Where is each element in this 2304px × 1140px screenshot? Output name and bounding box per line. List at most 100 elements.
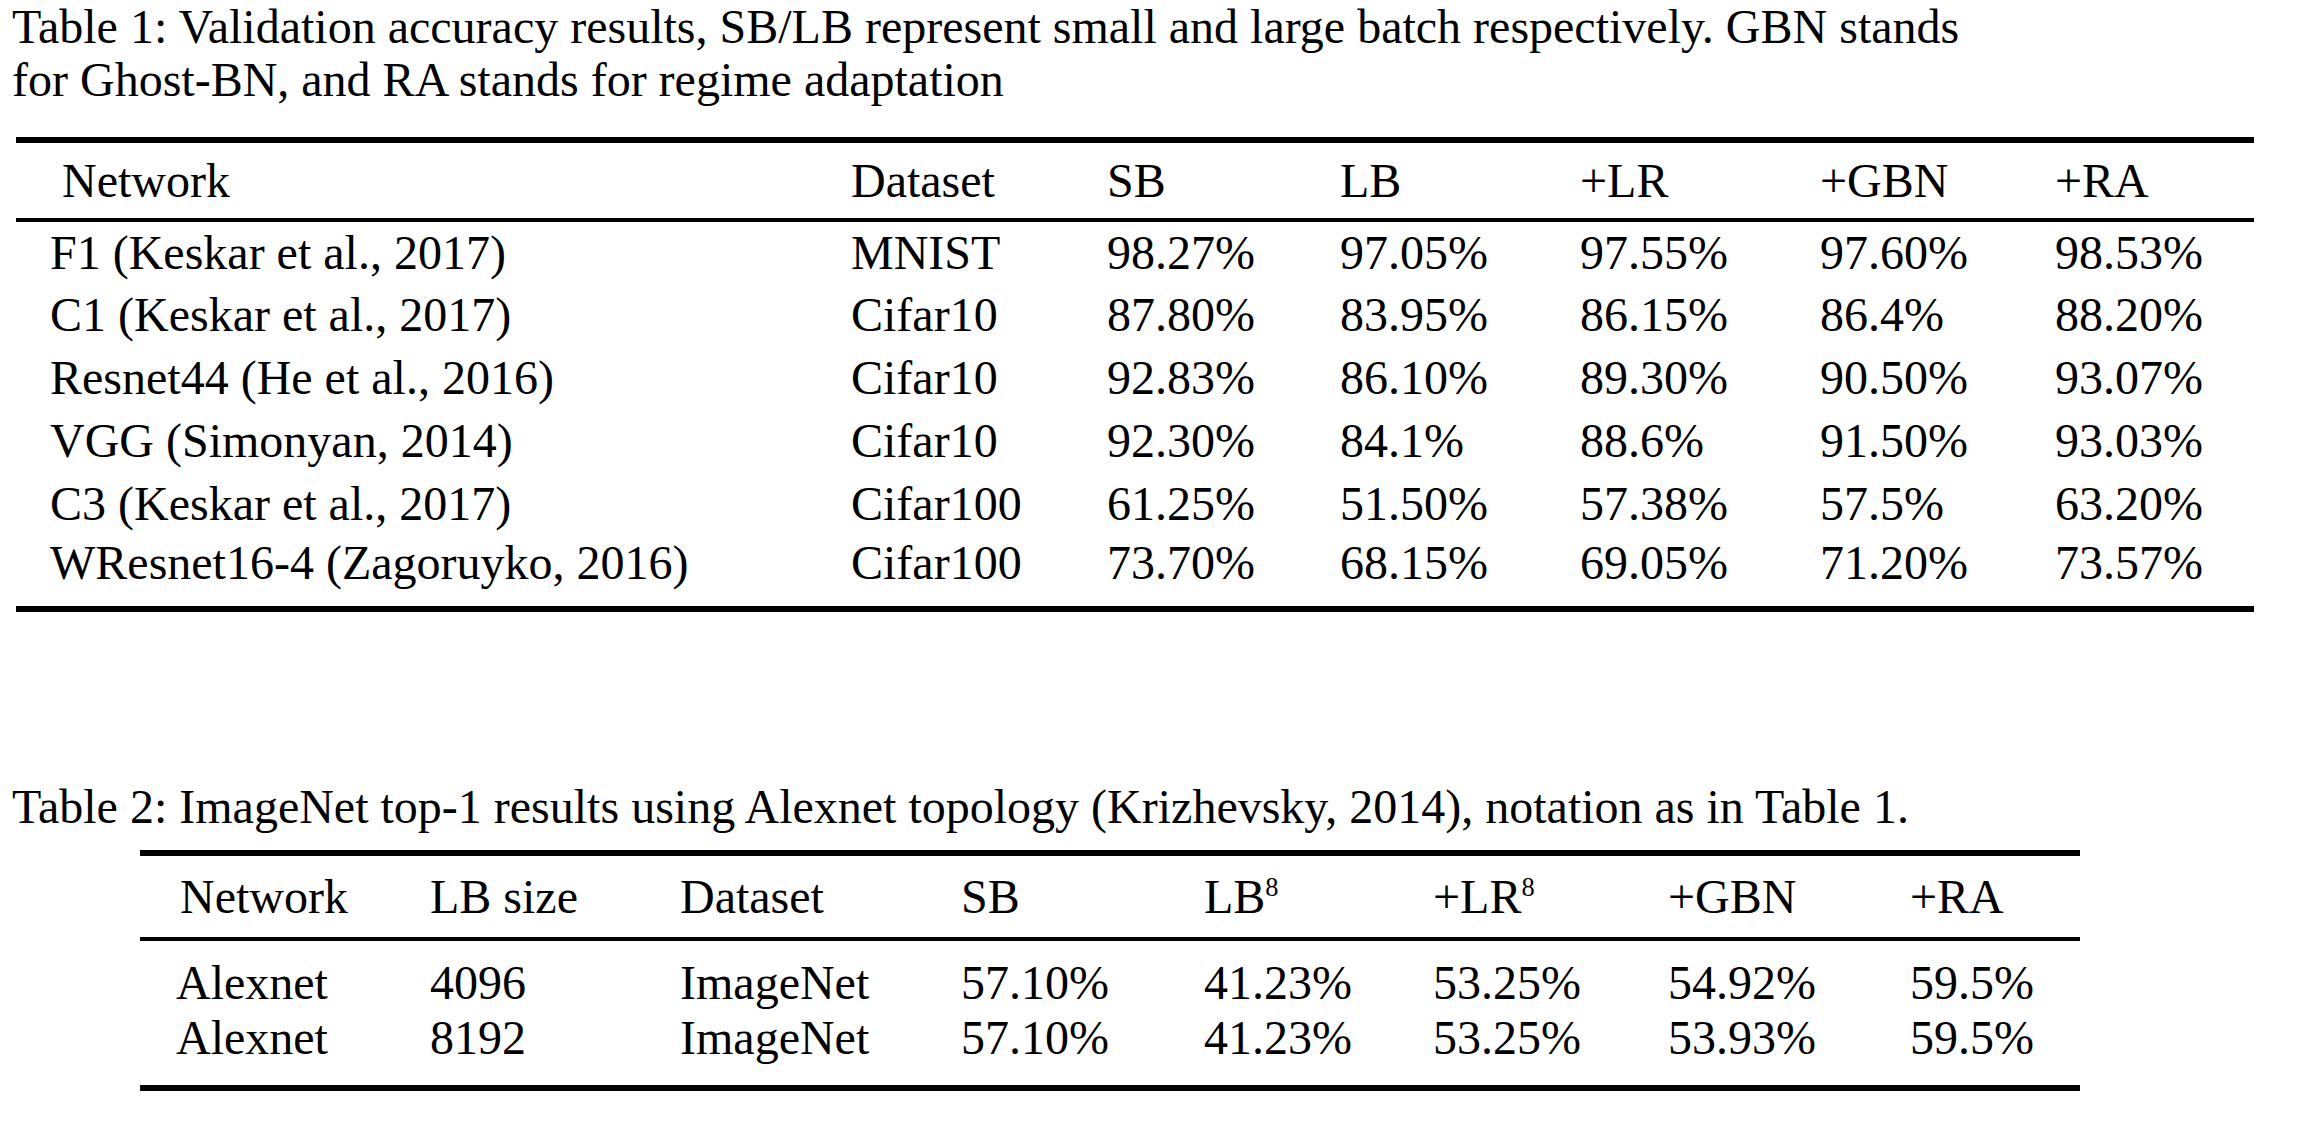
table-cell: F1 (Keskar et al., 2017) [16,220,851,283]
table-row: C3 (Keskar et al., 2017)Cifar10061.25%51… [16,472,2254,535]
table-cell: 68.15% [1340,535,1580,609]
table-cell: Cifar100 [851,472,1107,535]
table-cell: 57.5% [1820,472,2055,535]
table-row: Resnet44 (He et al., 2016)Cifar1092.83%8… [16,346,2254,409]
table-cell: 61.25% [1107,472,1340,535]
table-row: Alexnet8192ImageNet57.10%41.23%53.25%53.… [140,1010,2080,1088]
table-cell: 92.30% [1107,409,1340,472]
table-row: VGG (Simonyan, 2014)Cifar1092.30%84.1%88… [16,409,2254,472]
table-cell: 57.10% [961,939,1204,1010]
table-cell: ImageNet [680,1010,961,1088]
header-label: SB [961,870,1020,923]
table-cell: 86.4% [1820,283,2055,346]
table-cell: 41.23% [1204,939,1433,1010]
table1-validation-accuracy: Network Dataset SB LB +LR +GBN +RA F1 (K… [16,137,2254,612]
table-cell: 92.83% [1107,346,1340,409]
table1-col-gbn: +GBN [1820,140,2055,220]
table-cell: Alexnet [140,1010,430,1088]
header-label: LB [1204,870,1265,923]
table1-col-lr: +LR [1580,140,1820,220]
superscript-8: 8 [1521,872,1534,902]
table-cell: 87.80% [1107,283,1340,346]
table-cell: Cifar100 [851,535,1107,609]
table1-caption: Table 1: Validation accuracy results, SB… [12,0,1959,106]
header-label: +RA [1910,870,2004,923]
table-cell: 73.57% [2055,535,2254,609]
table1-header-row: Network Dataset SB LB +LR +GBN +RA [16,140,2254,220]
table-cell: 57.10% [961,1010,1204,1088]
table-cell: WResnet16-4 (Zagoruyko, 2016) [16,535,851,609]
table-row: F1 (Keskar et al., 2017)MNIST98.27%97.05… [16,220,2254,283]
table2-col-dataset: Dataset [680,853,961,939]
table-cell: 53.93% [1668,1010,1910,1088]
table1-col-dataset: Dataset [851,140,1107,220]
table-cell: 73.70% [1107,535,1340,609]
table-cell: Resnet44 (He et al., 2016) [16,346,851,409]
table2-col-lb-size: LB size [430,853,680,939]
table-cell: 97.55% [1580,220,1820,283]
table-cell: 4096 [430,939,680,1010]
header-label: Network [180,870,348,923]
table-cell: Cifar10 [851,346,1107,409]
table1-header: Network Dataset SB LB +LR +GBN +RA [16,140,2254,220]
table-cell: C1 (Keskar et al., 2017) [16,283,851,346]
superscript-8: 8 [1265,872,1278,902]
table2-caption: Table 2: ImageNet top-1 results using Al… [12,780,1909,833]
table-cell: MNIST [851,220,1107,283]
table2-col-lr8: +LR8 [1433,853,1668,939]
table1-col-sb: SB [1107,140,1340,220]
table-cell: 59.5% [1910,939,2080,1010]
header-label: +GBN [1668,870,1796,923]
table2-imagenet-top1: Network LB size Dataset SB LB8 +LR8 +GBN… [140,850,2080,1091]
table-cell: 90.50% [1820,346,2055,409]
table-cell: 59.5% [1910,1010,2080,1088]
table-cell: 88.20% [2055,283,2254,346]
table-cell: 53.25% [1433,1010,1668,1088]
table-cell: 93.03% [2055,409,2254,472]
table2-col-gbn: +GBN [1668,853,1910,939]
table-cell: 91.50% [1820,409,2055,472]
table-cell: 86.15% [1580,283,1820,346]
table-cell: 51.50% [1340,472,1580,535]
table-cell: 8192 [430,1010,680,1088]
header-label: +LR [1433,870,1521,923]
table1-col-lb: LB [1340,140,1580,220]
table-cell: 88.6% [1580,409,1820,472]
table-cell: 63.20% [2055,472,2254,535]
table-cell: 71.20% [1820,535,2055,609]
table-cell: 98.27% [1107,220,1340,283]
table-cell: VGG (Simonyan, 2014) [16,409,851,472]
table-cell: Cifar10 [851,283,1107,346]
table-cell: 53.25% [1433,939,1668,1010]
table-cell: 97.60% [1820,220,2055,283]
header-label: LB size [430,870,578,923]
table2-header: Network LB size Dataset SB LB8 +LR8 +GBN… [140,853,2080,939]
table-cell: 83.95% [1340,283,1580,346]
table2-body: Alexnet4096ImageNet57.10%41.23%53.25%54.… [140,939,2080,1088]
table-cell: 54.92% [1668,939,1910,1010]
table2-col-lb8: LB8 [1204,853,1433,939]
table2-col-network: Network [140,853,430,939]
table2-header-row: Network LB size Dataset SB LB8 +LR8 +GBN… [140,853,2080,939]
table1-col-network: Network [16,140,851,220]
table1-col-ra: +RA [2055,140,2254,220]
table-cell: 86.10% [1340,346,1580,409]
table-cell: 84.1% [1340,409,1580,472]
table2-col-sb: SB [961,853,1204,939]
table-cell: 97.05% [1340,220,1580,283]
table-row: WResnet16-4 (Zagoruyko, 2016)Cifar10073.… [16,535,2254,609]
table-cell: Alexnet [140,939,430,1010]
table-cell: 93.07% [2055,346,2254,409]
table-cell: ImageNet [680,939,961,1010]
table-row: Alexnet4096ImageNet57.10%41.23%53.25%54.… [140,939,2080,1010]
table-cell: Cifar10 [851,409,1107,472]
table-cell: C3 (Keskar et al., 2017) [16,472,851,535]
table-cell: 98.53% [2055,220,2254,283]
table1-body: F1 (Keskar et al., 2017)MNIST98.27%97.05… [16,220,2254,609]
table-row: C1 (Keskar et al., 2017)Cifar1087.80%83.… [16,283,2254,346]
table-cell: 41.23% [1204,1010,1433,1088]
table-cell: 57.38% [1580,472,1820,535]
table-cell: 89.30% [1580,346,1820,409]
table2-col-ra: +RA [1910,853,2080,939]
header-label: Dataset [680,870,824,923]
